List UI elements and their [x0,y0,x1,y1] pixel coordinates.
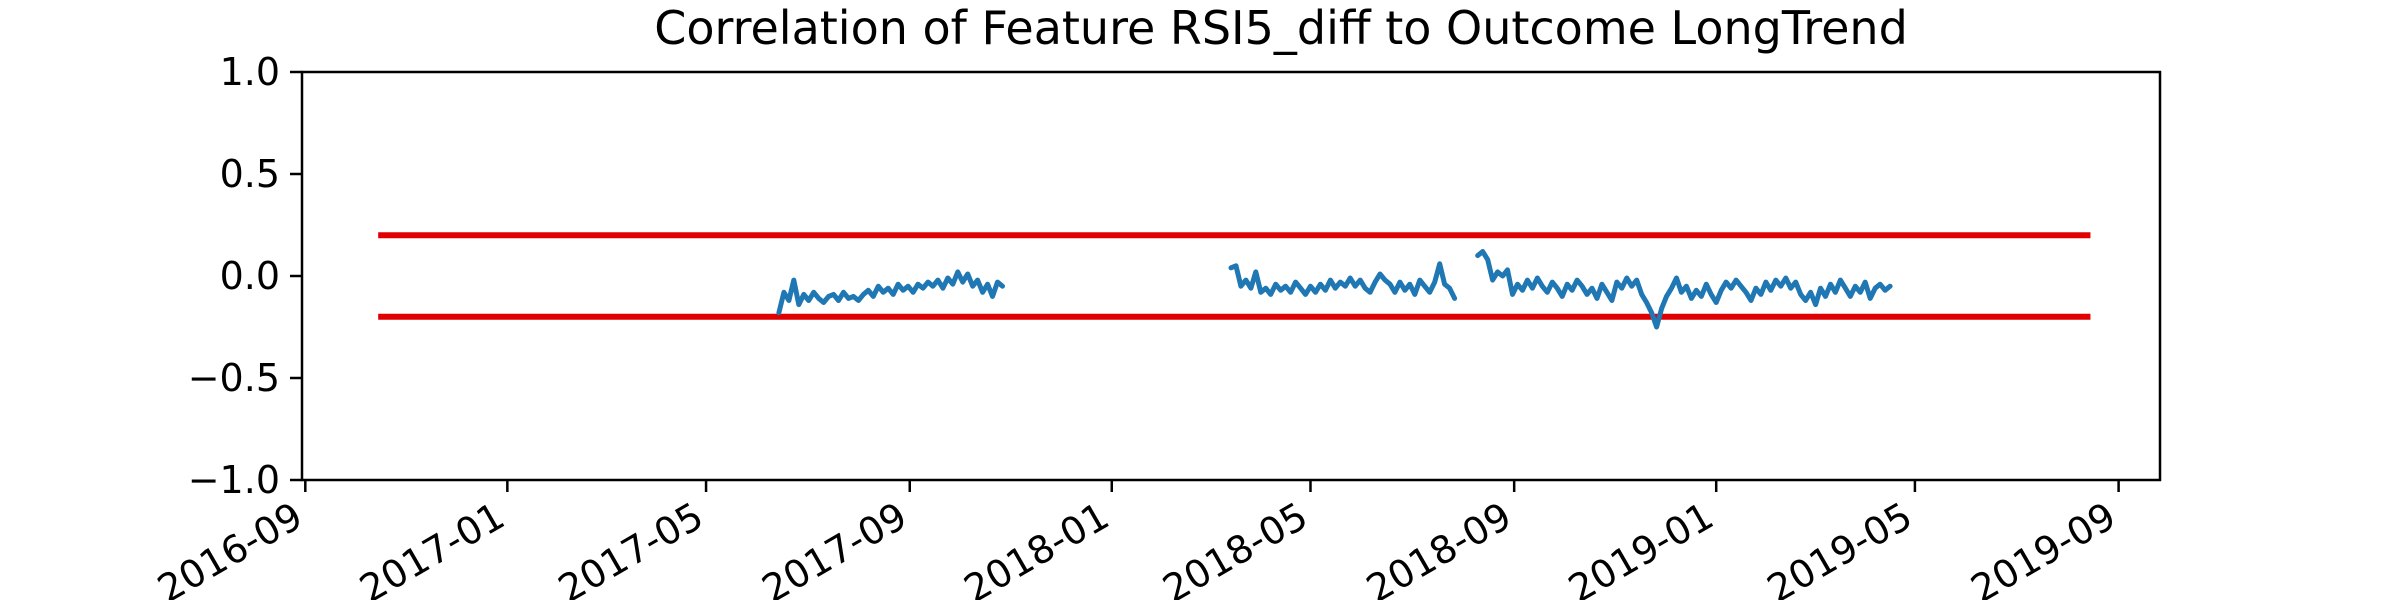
chart-title: Correlation of Feature RSI5_diff to Outc… [654,1,1908,55]
x-tick-label: 2018-01 [957,494,1117,600]
x-tick-label: 2016-09 [150,494,310,600]
correlation-series-segment-1 [776,269,1005,316]
y-tick-label: 0.5 [220,152,280,196]
y-tick-label: −0.5 [188,356,280,400]
y-axis: 1.0 0.5 0.0 −0.5 −1.0 [188,50,302,502]
x-tick-label: 2019-09 [1964,494,2124,600]
x-tick-label: 2018-09 [1359,494,1519,600]
plot-frame [300,70,2162,482]
y-tick-label: 1.0 [220,50,280,94]
x-tick-label: 2018-05 [1155,494,1315,600]
y-tick-label: −1.0 [188,458,280,502]
correlation-series-segment-3 [1475,249,1893,330]
x-tick-label: 2017-01 [352,494,512,600]
x-tick-label: 2017-05 [551,494,711,600]
x-tick-label: 2019-05 [1760,494,1920,600]
x-tick-label: 2017-09 [755,494,915,600]
x-axis: 2016-09 2017-01 2017-05 2017-09 2018-01 2018-… [150,480,2123,600]
y-tick-label: 0.0 [220,254,280,298]
correlation-series-segment-2 [1228,261,1458,301]
x-tick-label: 2019-01 [1561,494,1721,600]
plot-area [378,232,2091,330]
